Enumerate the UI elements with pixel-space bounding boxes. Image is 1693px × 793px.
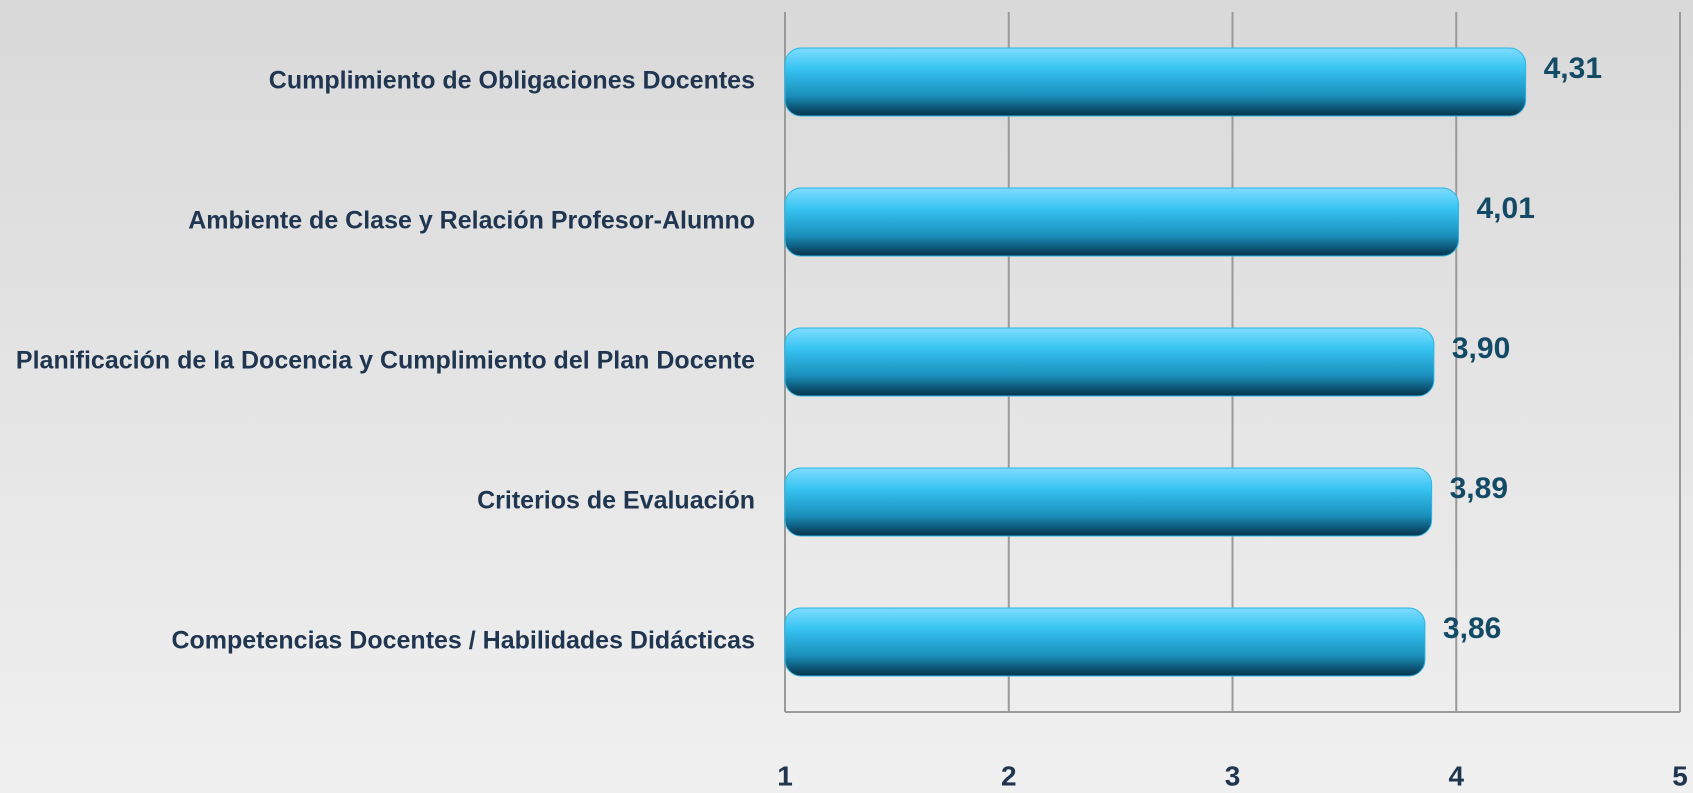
bar <box>784 607 1426 677</box>
value-label: 3,89 <box>1450 472 1508 505</box>
bar <box>784 467 1433 537</box>
bar <box>784 187 1459 257</box>
value-label: 3,86 <box>1443 612 1501 645</box>
category-label: Ambiente de Clase y Relación Profesor-Al… <box>188 207 755 235</box>
category-label: Cumplimiento de Obligaciones Docentes <box>269 67 755 95</box>
x-tick-label: 4 <box>1448 760 1464 791</box>
category-label: Criterios de Evaluación <box>477 487 755 515</box>
x-tick-label: 2 <box>1001 760 1017 791</box>
x-tick-label: 5 <box>1672 760 1688 791</box>
bar <box>784 327 1435 397</box>
category-label: Competencias Docentes / Habilidades Didá… <box>171 627 755 655</box>
value-label: 3,90 <box>1452 332 1510 365</box>
value-label: 4,31 <box>1544 52 1602 85</box>
bar <box>784 47 1527 117</box>
x-tick-label: 1 <box>777 760 793 791</box>
value-label: 4,01 <box>1476 192 1534 225</box>
category-label: Planificación de la Docencia y Cumplimie… <box>16 347 755 375</box>
x-tick-label: 3 <box>1225 760 1241 791</box>
